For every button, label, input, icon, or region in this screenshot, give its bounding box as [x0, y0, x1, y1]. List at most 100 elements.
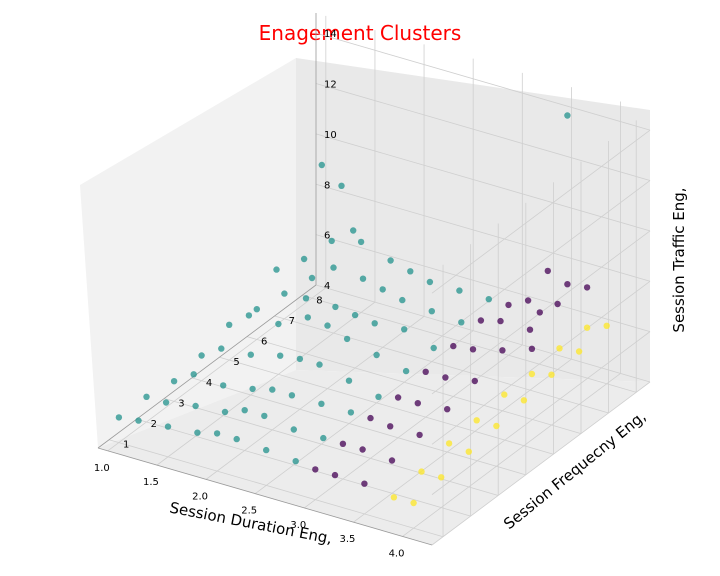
data-point [450, 342, 457, 350]
data-point [556, 345, 563, 352]
data-point [245, 312, 253, 319]
data-point [318, 400, 325, 407]
z-axis-label: Session Traffic Eng, [670, 187, 688, 332]
data-point [302, 295, 310, 302]
data-point [388, 457, 396, 464]
data-point [528, 345, 536, 352]
data-point [456, 287, 463, 294]
data-point [308, 274, 316, 282]
data-point [192, 402, 199, 410]
data-point [471, 377, 478, 385]
data-point [394, 394, 402, 401]
y-tick-label: 8 [316, 295, 322, 306]
x-tick-label: 4.0 [389, 548, 405, 559]
data-point [416, 431, 423, 439]
data-point [318, 161, 325, 169]
x-axis-line [97, 447, 433, 546]
data-point [304, 314, 311, 321]
back-grid-line-z [315, 234, 651, 333]
data-point [339, 440, 347, 447]
data-point [373, 351, 380, 359]
z-tick-label: 6 [324, 231, 330, 242]
floor-grid-line-x [402, 373, 621, 537]
y-tick-label: 1 [123, 440, 129, 451]
data-point [345, 377, 353, 384]
data-point [194, 429, 201, 436]
data-point [497, 317, 504, 325]
y-tick-label: 5 [233, 357, 239, 368]
x-tick-label: 2.5 [241, 506, 257, 517]
data-point [143, 393, 150, 400]
data-point [458, 319, 465, 326]
floor-grid-line-y [246, 336, 582, 434]
data-point [170, 378, 178, 385]
data-point [198, 352, 205, 359]
data-point [135, 417, 142, 424]
data-point [300, 255, 308, 263]
z-tick-label: 4 [324, 281, 330, 292]
data-point [343, 335, 351, 343]
data-point [357, 238, 365, 246]
floor-grid-line-y [191, 377, 526, 476]
data-point [361, 480, 368, 487]
cluster-1-points [115, 112, 571, 465]
data-point [350, 227, 357, 234]
data-point [275, 320, 282, 328]
data-point [249, 385, 256, 393]
data-point [444, 406, 451, 413]
data-point [379, 286, 386, 293]
data-point [414, 400, 421, 407]
y-tick-label: 3 [178, 398, 184, 409]
data-point [407, 268, 414, 275]
data-point [261, 412, 268, 420]
floor-grid-line-x [205, 316, 425, 480]
data-point [564, 281, 571, 288]
data-point [583, 324, 591, 331]
data-point [390, 494, 398, 501]
data-point [603, 322, 610, 329]
data-point [226, 321, 233, 328]
data-point [332, 303, 339, 311]
data-point [445, 440, 453, 447]
data-point [324, 322, 331, 329]
data-point [387, 257, 394, 264]
back-grid-line-z [315, 32, 651, 131]
data-point [288, 392, 296, 399]
data-point [375, 393, 382, 400]
floor-grid-line-y [219, 356, 554, 455]
z-tick-label: 8 [324, 180, 330, 191]
floor-grid-line-x [304, 344, 523, 509]
data-point [418, 468, 425, 475]
y-axis-line [97, 284, 317, 449]
data-point [320, 434, 327, 442]
floor-grid-line-x [156, 301, 376, 466]
data-point [401, 326, 408, 333]
data-point [473, 417, 480, 424]
data-point [371, 320, 378, 327]
data-point [442, 374, 449, 381]
y-tick-label: 4 [206, 378, 212, 389]
data-point [218, 345, 225, 352]
x-tick-label: 1.5 [143, 477, 159, 488]
chart-title: Enagement Clusters [259, 21, 462, 45]
data-point [499, 347, 506, 354]
data-point [338, 182, 345, 189]
data-point [575, 348, 583, 355]
data-point [426, 278, 434, 286]
data-point [485, 296, 492, 303]
y-tick-label: 2 [151, 419, 157, 430]
data-point [213, 430, 221, 437]
floor-grid-line-y [108, 439, 444, 538]
data-point [505, 301, 512, 309]
x-tick-label: 3.5 [339, 534, 355, 545]
data-point [387, 423, 394, 430]
floor-grid-line-x [107, 287, 327, 452]
back-grid-line-z [315, 83, 651, 181]
data-point [330, 264, 337, 271]
data-point [253, 306, 260, 313]
side-grid-line-z [431, 180, 651, 344]
data-point [367, 414, 374, 422]
data-point [438, 474, 445, 481]
floor-grid-line-y [302, 294, 637, 393]
back-grid-line-z [315, 133, 651, 232]
